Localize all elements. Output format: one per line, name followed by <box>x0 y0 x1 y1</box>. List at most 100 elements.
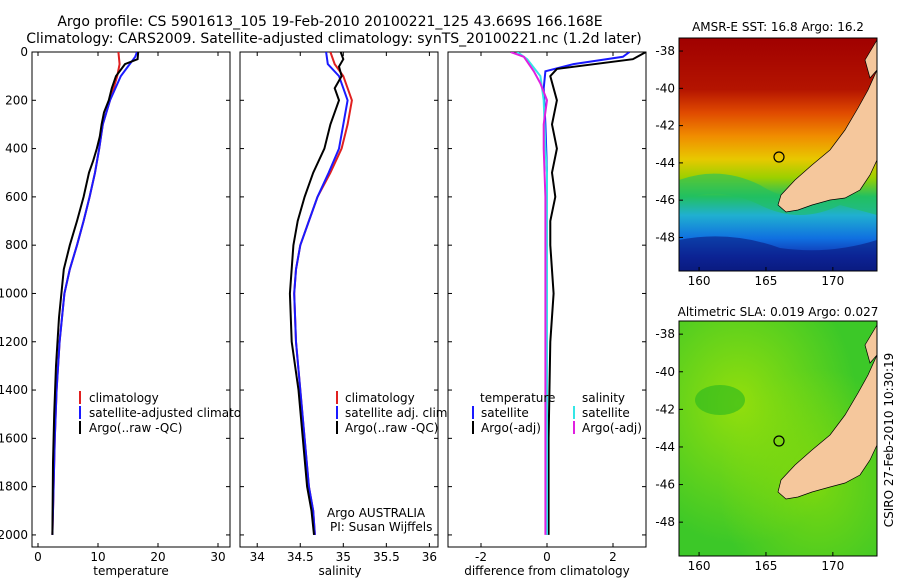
x-tick-label: 0 <box>34 550 42 564</box>
temperature-plot-frame <box>31 51 231 548</box>
y-tick-label: 1600 <box>0 431 28 445</box>
temperature-series <box>51 52 140 535</box>
sst-cold-band <box>679 236 877 271</box>
y-tick-label: 1000 <box>0 286 28 300</box>
x-tick-label: 34.5 <box>287 550 314 564</box>
series-line-satellite-adjusted-climatology <box>51 52 138 535</box>
y-tick-label: 800 <box>5 238 28 252</box>
difference-legend: temperature satellite Argo(-adj) salinit… <box>472 391 642 435</box>
sla-land-north-island <box>864 324 877 364</box>
map-x-tick-label: 165 <box>755 559 778 573</box>
legend-label-temp-argo: Argo(-adj) <box>481 421 541 435</box>
sst-green-band <box>679 173 877 215</box>
map-y-tick-label: -48 <box>655 515 675 529</box>
sla-map-title: Altimetric SLA: 0.019 Argo: 0.027 <box>678 305 879 319</box>
temperature-panel: 0 200 400 600 800 1000 1200 1400 1600 1800 2000 0 1… <box>0 45 267 578</box>
map-y-tick-label: -48 <box>655 230 675 244</box>
temperature-legend: climatology satellite-adjusted climatolo… <box>79 391 267 435</box>
series-line-argo-raw-qc <box>51 52 140 535</box>
sla-land-south-island <box>777 354 877 500</box>
difference-y-axis <box>448 51 646 536</box>
side-timestamp: CSIRO 27-Feb-2010 10:30:19 <box>882 353 896 528</box>
map-y-tick-label: -44 <box>655 440 675 454</box>
salinity-plot-frame <box>239 51 439 548</box>
figure-title-line1: Argo profile: CS 5901613_105 19-Feb-2010… <box>57 14 602 30</box>
argo-annotation-line1: Argo AUSTRALIA <box>327 506 426 520</box>
sst-map-frame <box>678 37 878 272</box>
x-tick-label: 34 <box>250 550 265 564</box>
legend-label-climatology: climatology <box>345 391 415 405</box>
map-y-tick-label: -42 <box>655 119 675 133</box>
sla-map-x-axis: 160 165 170 <box>688 552 844 573</box>
salinity-y-axis <box>240 51 438 536</box>
figure-title-line2: Climatology: CARS2009. Satellite-adjuste… <box>26 31 641 47</box>
temperature-y-axis: 0 200 400 600 800 1000 1200 1400 1600 1800 2000 <box>0 45 230 542</box>
series-line-salinity-satellite <box>516 52 548 535</box>
x-tick-label: 2 <box>609 550 617 564</box>
y-tick-label: 1800 <box>0 480 28 494</box>
legend-label-temp-satellite: satellite <box>481 406 529 420</box>
x-tick-label: 10 <box>90 550 105 564</box>
salinity-panel: 34 34.5 35 35.5 36 salinity climatology sate… <box>239 51 451 578</box>
map-x-tick-label: 160 <box>688 274 711 288</box>
sla-map-y-axis: -38 -40 -42 -44 -46 -48 <box>655 327 683 529</box>
series-line-argo-raw-qc <box>288 52 345 536</box>
map-y-tick-label: -46 <box>655 478 675 492</box>
sla-map-frame <box>678 320 878 557</box>
sst-land-north-island <box>864 39 877 79</box>
x-tick-label: 35 <box>336 550 351 564</box>
legend-label-sal-argo: Argo(-adj) <box>582 421 642 435</box>
sla-anomaly-negative <box>695 385 745 415</box>
salinity-legend: climatology satellite adj. clim. Argo(..… <box>336 391 451 435</box>
map-x-tick-label: 160 <box>688 559 711 573</box>
legend-label-argo: Argo(..raw -QC) <box>345 421 438 435</box>
legend-heading-salinity: salinity <box>582 391 625 405</box>
y-tick-label: 1200 <box>0 335 28 349</box>
x-tick-label: 0 <box>543 550 551 564</box>
salinity-x-axis: 34 34.5 35 35.5 36 <box>250 52 437 564</box>
x-tick-label: 36 <box>422 550 437 564</box>
sst-land-south-island <box>777 69 877 213</box>
legend-label-satellite: satellite-adjusted climatology <box>89 406 267 420</box>
sst-argo-location-marker <box>773 151 785 163</box>
salinity-series <box>288 52 353 536</box>
x-tick-label: 30 <box>210 550 225 564</box>
y-tick-label: 0 <box>20 45 28 59</box>
legend-label-climatology: climatology <box>89 391 159 405</box>
series-line-satellite-adj-clim <box>293 52 349 535</box>
legend-label-satellite: satellite adj. clim. <box>345 406 451 420</box>
sst-map: AMSR-E SST: 16.8 Argo: 16.2 -38 -40 -42 -44… <box>655 20 878 288</box>
sst-map-title: AMSR-E SST: 16.8 Argo: 16.2 <box>692 20 864 34</box>
map-y-tick-label: -44 <box>655 156 675 170</box>
map-y-tick-label: -46 <box>655 193 675 207</box>
x-tick-label: 35.5 <box>373 550 400 564</box>
difference-x-axis: -2 0 2 <box>475 52 617 564</box>
series-line-salinity-argo-adj <box>510 52 549 535</box>
y-tick-label: 2000 <box>0 528 28 542</box>
map-y-tick-label: -40 <box>655 81 675 95</box>
sst-map-y-axis: -38 -40 -42 -44 -46 -48 <box>655 44 683 244</box>
legend-heading-temperature: temperature <box>480 391 555 405</box>
difference-x-label: difference from climatology <box>464 564 630 578</box>
legend-label-sal-satellite: satellite <box>582 406 630 420</box>
map-x-tick-label: 170 <box>821 274 844 288</box>
x-tick-label: -2 <box>475 550 487 564</box>
difference-panel: -2 0 2 difference from climatology tempera… <box>447 51 647 578</box>
y-tick-label: 600 <box>5 190 28 204</box>
salinity-x-label: salinity <box>318 564 361 578</box>
x-tick-label: 20 <box>150 550 165 564</box>
y-tick-label: 200 <box>5 93 28 107</box>
map-y-tick-label: -38 <box>655 327 675 341</box>
map-y-tick-label: -40 <box>655 365 675 379</box>
sla-argo-location-marker <box>773 435 785 447</box>
y-tick-label: 1400 <box>0 383 28 397</box>
y-tick-label: 400 <box>5 142 28 156</box>
map-x-tick-label: 170 <box>821 559 844 573</box>
temperature-x-axis: 0 10 20 30 <box>34 52 226 564</box>
map-y-tick-label: -42 <box>655 402 675 416</box>
map-x-tick-label: 165 <box>755 274 778 288</box>
series-line-temperature-argo-adj <box>547 52 646 535</box>
map-y-tick-label: -38 <box>655 44 675 58</box>
difference-series <box>510 52 646 535</box>
